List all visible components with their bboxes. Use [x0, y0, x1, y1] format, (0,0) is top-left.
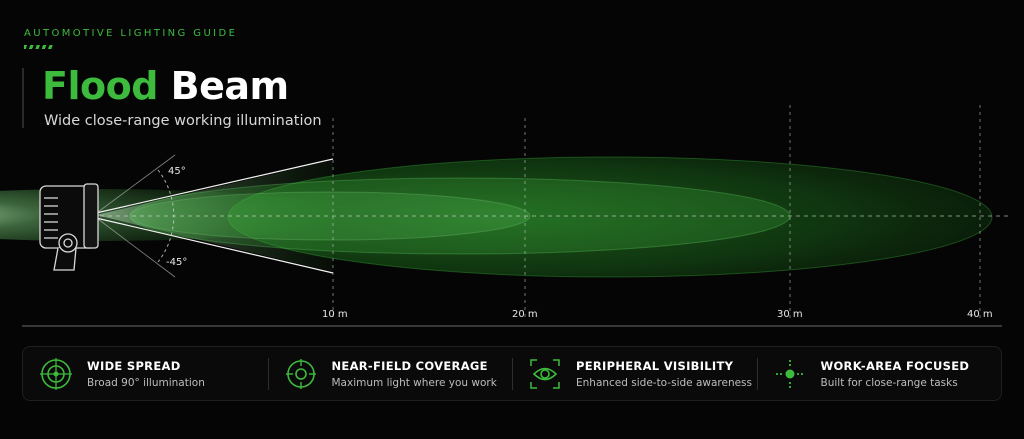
focus-point-icon [775, 359, 804, 388]
beam-diagram: 45° -45° 10 m 20 m 30 m 40 m [0, 105, 1010, 327]
angle-guide-top [97, 154, 176, 213]
crosshair-target-icon [40, 357, 72, 390]
light-unit-icon [39, 183, 99, 271]
eyebrow-label: AUTOMOTIVE LIGHTING GUIDE [24, 28, 238, 39]
feature-peripheral: PERIPHERAL VISIBILITY Enhanced side-to-s… [512, 347, 757, 400]
feature-title: WORK-AREA FOCUSED [820, 358, 970, 373]
distance-label-30: 30 m [777, 309, 803, 320]
angle-label-bottom: -45° [166, 257, 187, 268]
page-title: Flood Beam [42, 64, 289, 108]
feature-title: PERIPHERAL VISIBILITY [576, 358, 734, 373]
title-accent-bar [22, 68, 24, 128]
feature-desc: Built for close-range tasks [820, 376, 958, 389]
angle-label-top: 45° [168, 166, 186, 177]
angle-guide-bottom [97, 218, 176, 278]
target-circle-icon [285, 358, 316, 389]
eyebrow-dashes [24, 45, 54, 49]
distance-label-40: 40 m [967, 309, 993, 320]
feature-desc: Broad 90° illumination [87, 376, 205, 389]
feature-title: NEAR-FIELD COVERAGE [331, 358, 488, 373]
feature-desc: Maximum light where you work [331, 376, 497, 389]
feature-near-field: NEAR-FIELD COVERAGE Maximum light where … [267, 347, 513, 400]
title-accent-word: Flood [42, 64, 158, 108]
distance-label-10: 10 m [322, 309, 348, 320]
feature-panel: WIDE SPREAD Broad 90° illumination NEAR-… [22, 346, 1002, 401]
distance-label-20: 20 m [512, 309, 538, 320]
feature-work-area: WORK-AREA FOCUSED Built for close-range … [756, 347, 1002, 400]
feature-wide-spread: WIDE SPREAD Broad 90° illumination [23, 347, 268, 400]
feature-title: WIDE SPREAD [87, 358, 181, 373]
feature-desc: Enhanced side-to-side awareness [576, 376, 753, 389]
spread-edge-bottom [95, 217, 334, 274]
eye-icon [530, 358, 560, 389]
title-main-word: Beam [170, 64, 289, 108]
spread-edge-top [95, 158, 334, 214]
page-subtitle: Wide close-range working illumination [44, 113, 322, 129]
angle-arc [157, 169, 175, 263]
